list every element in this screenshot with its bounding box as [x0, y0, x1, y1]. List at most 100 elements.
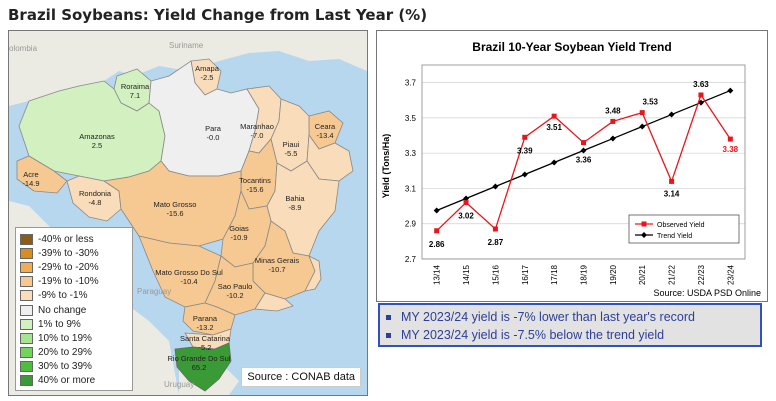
- state-value-label: -13.2: [196, 323, 213, 332]
- chart-panel: Brazil 10-Year Soybean Yield Trend Yield…: [376, 30, 768, 302]
- legend-swatch: [20, 261, 33, 273]
- note-item: MY 2023/24 yield is -7.5% below the tren…: [386, 326, 754, 344]
- state-value-label: -4.8: [89, 198, 102, 207]
- x-tick-label: 16/17: [521, 264, 530, 285]
- legend-label: -40% or less: [38, 233, 94, 245]
- legend-item: -29% to -20%: [20, 260, 128, 274]
- state-value-label: -15.6: [246, 185, 263, 194]
- state-value-label: 2.5: [92, 141, 102, 150]
- state-name-label: Roraima: [121, 82, 150, 91]
- state-name-label: Goias: [229, 224, 249, 233]
- state-name-label: Mato Grosso: [154, 200, 197, 209]
- state-value-label: -10.7: [268, 265, 285, 274]
- legend-label: 10% to 19%: [38, 332, 92, 344]
- trend-point: [433, 207, 440, 214]
- trend-point: [492, 183, 499, 190]
- plot-area: [421, 64, 746, 260]
- trend-point: [551, 159, 558, 166]
- legend-swatch: [20, 304, 33, 316]
- neighbor-label: Paraguay: [137, 287, 171, 296]
- trend-point: [609, 135, 616, 142]
- legend-item: -39% to -30%: [20, 246, 128, 260]
- state-name-label: Maranhao: [240, 122, 274, 131]
- state-name-label: Mato Grosso Do Sul: [155, 268, 223, 277]
- legend-label: 40% or more: [38, 375, 96, 387]
- legend-swatch: [20, 233, 33, 245]
- state-value-label: 7.1: [130, 91, 140, 100]
- state-name-label: Rondonia: [79, 189, 112, 198]
- state-value-label: -7.0: [251, 131, 264, 140]
- legend-label-trend: Trend Yield: [657, 233, 692, 240]
- legend-label: 20% to 29%: [38, 347, 92, 359]
- note-item: MY 2023/24 yield is -7% lower than last …: [386, 308, 754, 326]
- y-tick-label: 3.1: [405, 184, 417, 193]
- legend-item: 30% to 39%: [20, 360, 128, 374]
- data-label: 2.87: [488, 238, 504, 247]
- legend-swatch: [20, 276, 33, 288]
- state-name-label: Piaui: [283, 140, 300, 149]
- state-value-label: -0.0: [207, 133, 220, 142]
- state-value-label: -15.6: [166, 209, 183, 218]
- legend-label: No change: [38, 304, 87, 316]
- observed-point: [551, 113, 557, 119]
- x-tick-label: 20/21: [638, 264, 647, 285]
- legend-label: -19% to -10%: [38, 276, 99, 288]
- data-label: 3.02: [458, 212, 474, 221]
- legend-item: 1% to 9%: [20, 317, 128, 331]
- data-label: 3.38: [723, 145, 739, 154]
- legend-label: -29% to -20%: [38, 261, 99, 273]
- legend-swatch: [20, 290, 33, 302]
- state-acre: [16, 155, 68, 194]
- x-tick-label: 21/22: [668, 264, 677, 285]
- y-tick-label: 3.3: [405, 149, 417, 158]
- page-title: Brazil Soybeans: Yield Change from Last …: [8, 6, 428, 24]
- state-name-label: Amazonas: [79, 132, 115, 141]
- x-tick-label: 19/20: [609, 264, 618, 285]
- legend-label-observed: Observed Yield: [657, 222, 705, 229]
- legend-item: -19% to -10%: [20, 275, 128, 289]
- trend-point: [668, 111, 675, 118]
- chart-legend-box: [628, 214, 740, 244]
- state-name-label: Tocantins: [239, 176, 271, 185]
- state-value-label: 65.2: [192, 363, 207, 372]
- neighbor-label: Uruguay: [164, 380, 194, 389]
- trend-point: [580, 147, 587, 154]
- legend-marker-observed: [641, 221, 647, 227]
- legend-label: 30% to 39%: [38, 361, 92, 373]
- state-name-label: Parana: [193, 314, 218, 323]
- chart-title: Brazil 10-Year Soybean Yield Trend: [472, 40, 671, 54]
- state-name-label: Acre: [23, 170, 38, 179]
- yield-trend-chart: Brazil 10-Year Soybean Yield Trend Yield…: [381, 40, 761, 298]
- legend-item: 40% or more: [20, 374, 128, 388]
- data-label: 3.36: [576, 156, 592, 165]
- y-tick-label: 3.5: [405, 114, 417, 123]
- legend-item: 20% to 29%: [20, 346, 128, 360]
- observed-point: [463, 200, 469, 206]
- trend-point: [521, 171, 528, 178]
- x-tick-label: 14/15: [462, 264, 471, 285]
- data-label: 3.63: [693, 80, 709, 89]
- data-label: 3.51: [546, 123, 562, 132]
- legend-item: -40% or less: [20, 232, 128, 246]
- state-rio-grande-do-sul: [174, 342, 232, 392]
- state-name-label: Rio Grande Do Sul: [168, 354, 231, 363]
- observed-point: [669, 178, 675, 184]
- map-source: Source : CONAB data: [241, 367, 361, 387]
- trend-point: [463, 195, 470, 202]
- chart-legend: Observed Yield Trend Yield: [628, 214, 740, 244]
- y-tick-label: 2.7: [405, 255, 417, 264]
- observed-point: [639, 110, 645, 116]
- x-tick-label: 13/14: [433, 264, 442, 285]
- observed-point: [522, 134, 528, 140]
- legend-swatch: [20, 247, 33, 259]
- x-tick-label: 22/23: [697, 264, 706, 285]
- state-name-label: Ceara: [315, 122, 336, 131]
- legend-swatch: [20, 361, 33, 373]
- legend-item: No change: [20, 303, 128, 317]
- data-label: 3.48: [605, 106, 621, 115]
- note-text: MY 2023/24 yield is -7% lower than last …: [401, 310, 695, 324]
- legend-swatch: [20, 347, 33, 359]
- y-axis-label: Yield (Tons/Ha): [381, 134, 391, 199]
- north-outline: [18, 100, 30, 127]
- trend-point: [639, 123, 646, 130]
